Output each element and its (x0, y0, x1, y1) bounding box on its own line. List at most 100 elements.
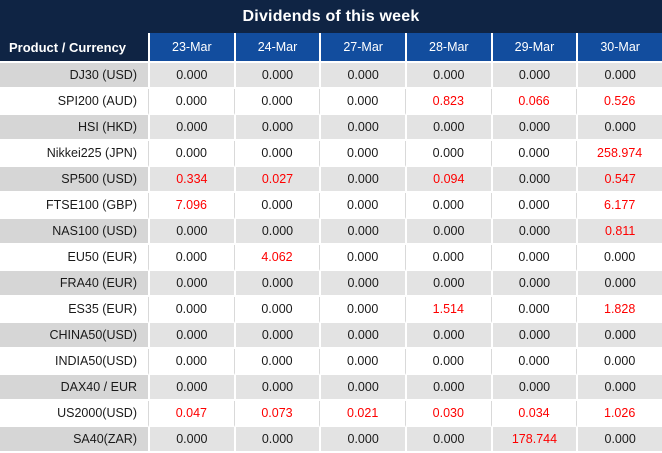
date-column-header: 24-Mar (233, 33, 320, 63)
dividend-value-cell: 0.000 (490, 297, 577, 323)
product-label: SPI200 (AUD) (0, 89, 148, 115)
product-label: NAS100 (USD) (0, 219, 148, 245)
dividend-value-cell: 0.000 (148, 323, 234, 349)
dividend-value-cell: 0.823 (404, 89, 491, 115)
product-label: US2000(USD) (0, 401, 148, 427)
date-column-header: 27-Mar (319, 33, 405, 63)
dividends-table: Product / Currency 23-Mar 24-Mar 27-Mar … (0, 33, 662, 453)
dividend-value-cell: 0.000 (490, 219, 577, 245)
dividend-value-cell: 0.000 (148, 115, 234, 141)
dividend-value-cell: 0.000 (490, 141, 577, 167)
dividend-value-cell: 0.000 (233, 297, 320, 323)
dividend-value-cell: 0.000 (148, 297, 234, 323)
dividend-value-cell: 0.000 (233, 427, 320, 453)
table-row: ES35 (EUR) 0.000 0.000 0.000 1.514 0.000 1.828 (0, 297, 662, 323)
dividend-value-cell: 0.000 (490, 167, 577, 193)
dividend-value-cell: 0.000 (148, 219, 234, 245)
dividend-value-cell: 0.000 (319, 245, 405, 271)
dividend-value-cell: 0.000 (319, 375, 405, 401)
dividend-value-cell: 178.744 (490, 427, 577, 453)
product-label: SA40(ZAR) (0, 427, 148, 453)
dividend-value-cell: 0.000 (233, 219, 320, 245)
dividend-value-cell: 0.000 (233, 323, 320, 349)
dividend-value-cell: 0.000 (490, 349, 577, 375)
dividend-value-cell: 0.000 (148, 271, 234, 297)
dividend-value-cell: 0.000 (404, 427, 491, 453)
product-label: SP500 (USD) (0, 167, 148, 193)
date-column-header: 28-Mar (404, 33, 491, 63)
dividend-value-cell: 0.334 (148, 167, 234, 193)
dividend-value-cell: 0.000 (404, 349, 491, 375)
product-label: FRA40 (EUR) (0, 271, 148, 297)
dividend-value-cell: 0.000 (404, 193, 491, 219)
product-label: DJ30 (USD) (0, 63, 148, 89)
dividend-value-cell: 0.000 (233, 271, 320, 297)
dividend-value-cell: 0.000 (233, 89, 320, 115)
dividend-value-cell: 0.000 (319, 271, 405, 297)
table-header-row: Product / Currency 23-Mar 24-Mar 27-Mar … (0, 33, 662, 63)
dividend-value-cell: 0.000 (576, 375, 662, 401)
dividend-value-cell: 0.000 (404, 271, 491, 297)
table-row: FRA40 (EUR) 0.000 0.000 0.000 0.000 0.000 0.00… (0, 271, 662, 297)
dividend-value-cell: 0.000 (319, 427, 405, 453)
dividend-value-cell: 0.000 (404, 245, 491, 271)
dividend-value-cell: 0.000 (490, 115, 577, 141)
dividend-value-cell: 0.000 (576, 323, 662, 349)
dividend-value-cell: 0.000 (148, 141, 234, 167)
dividend-value-cell: 0.000 (576, 63, 662, 89)
dividend-value-cell: 0.000 (404, 115, 491, 141)
product-label: INDIA50(USD) (0, 349, 148, 375)
dividend-value-cell: 0.073 (233, 401, 320, 427)
dividend-value-cell: 4.062 (233, 245, 320, 271)
dividend-value-cell: 0.030 (404, 401, 491, 427)
dividend-value-cell: 0.000 (233, 375, 320, 401)
dividend-value-cell: 0.034 (490, 401, 577, 427)
dividend-value-cell: 1.026 (576, 401, 662, 427)
dividend-value-cell: 0.000 (148, 375, 234, 401)
product-label: EU50 (EUR) (0, 245, 148, 271)
dividend-value-cell: 0.000 (576, 271, 662, 297)
product-label: FTSE100 (GBP) (0, 193, 148, 219)
product-label: ES35 (EUR) (0, 297, 148, 323)
dividend-value-cell: 0.000 (319, 63, 405, 89)
table-row: DAX40 / EUR 0.000 0.000 0.000 0.000 0.000 0.00… (0, 375, 662, 401)
dividend-value-cell: 7.096 (148, 193, 234, 219)
dividend-value-cell: 0.000 (319, 167, 405, 193)
dividend-value-cell: 1.828 (576, 297, 662, 323)
table-row: SP500 (USD) 0.334 0.027 0.000 0.094 0.000 0.54… (0, 167, 662, 193)
dividend-value-cell: 6.177 (576, 193, 662, 219)
dividend-value-cell: 0.000 (233, 63, 320, 89)
dividend-value-cell: 0.027 (233, 167, 320, 193)
dividend-value-cell: 0.000 (490, 193, 577, 219)
dividend-value-cell: 258.974 (576, 141, 662, 167)
dividend-value-cell: 0.000 (319, 219, 405, 245)
table-row: SPI200 (AUD) 0.000 0.000 0.000 0.823 0.066 0.5… (0, 89, 662, 115)
corner-header: Product / Currency (0, 33, 148, 63)
dividend-value-cell: 0.000 (490, 323, 577, 349)
dividend-value-cell: 0.000 (148, 89, 234, 115)
dividend-value-cell: 0.000 (148, 349, 234, 375)
table-row: DJ30 (USD) 0.000 0.000 0.000 0.000 0.000 0.000 (0, 63, 662, 89)
table-row: SA40(ZAR) 0.000 0.000 0.000 0.000 178.744 0.00… (0, 427, 662, 453)
dividend-value-cell: 0.000 (233, 141, 320, 167)
dividend-value-cell: 0.000 (319, 193, 405, 219)
dividend-value-cell: 0.000 (576, 427, 662, 453)
dividend-value-cell: 0.000 (233, 115, 320, 141)
dividend-value-cell: 0.000 (404, 323, 491, 349)
dividend-value-cell: 0.000 (576, 115, 662, 141)
dividend-value-cell: 0.000 (319, 141, 405, 167)
product-label: DAX40 / EUR (0, 375, 148, 401)
dividend-value-cell: 0.000 (404, 141, 491, 167)
dividend-value-cell: 0.021 (319, 401, 405, 427)
dividend-value-cell: 0.000 (319, 349, 405, 375)
table-row: INDIA50(USD) 0.000 0.000 0.000 0.000 0.000 0.0… (0, 349, 662, 375)
dividend-value-cell: 0.000 (319, 297, 405, 323)
date-column-header: 29-Mar (490, 33, 577, 63)
dividend-value-cell: 0.000 (233, 349, 320, 375)
dividend-value-cell: 0.094 (404, 167, 491, 193)
dividend-value-cell: 0.000 (404, 63, 491, 89)
dividend-value-cell: 0.811 (576, 219, 662, 245)
dividend-value-cell: 0.000 (490, 375, 577, 401)
date-column-header: 30-Mar (576, 33, 662, 63)
